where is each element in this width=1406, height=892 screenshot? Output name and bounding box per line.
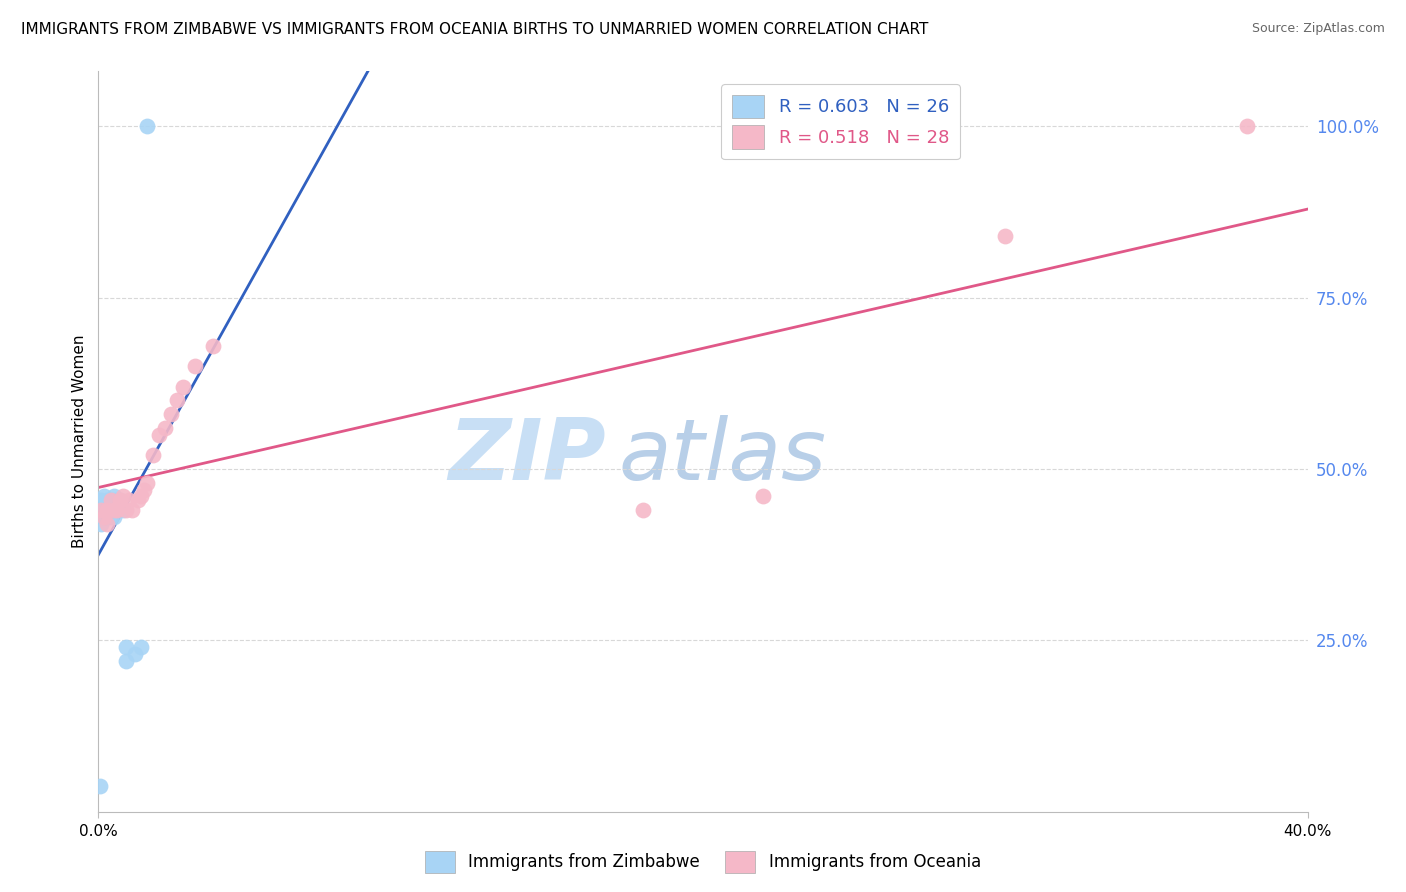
Point: [103, 503, 125, 517]
Point: [93, 510, 115, 524]
Point: [93, 510, 115, 524]
Y-axis label: Births to Unmarried Women: Births to Unmarried Women: [72, 334, 87, 549]
Point: [114, 503, 136, 517]
Point: [108, 492, 131, 507]
Point: [135, 119, 157, 133]
Point: [100, 492, 122, 507]
Point: [1236, 119, 1258, 133]
Point: [93, 489, 115, 503]
Point: [96, 503, 118, 517]
Point: [132, 483, 155, 497]
Point: [129, 489, 152, 503]
Point: [89, 779, 111, 793]
Point: [111, 489, 134, 503]
Legend: R = 0.603   N = 26, R = 0.518   N = 28: R = 0.603 N = 26, R = 0.518 N = 28: [721, 84, 960, 160]
Text: IMMIGRANTS FROM ZIMBABWE VS IMMIGRANTS FROM OCEANIA BIRTHS TO UNMARRIED WOMEN CO: IMMIGRANTS FROM ZIMBABWE VS IMMIGRANTS F…: [21, 22, 928, 37]
Point: [105, 492, 128, 507]
Point: [105, 503, 128, 517]
Point: [103, 492, 125, 507]
Point: [93, 503, 115, 517]
Point: [127, 492, 149, 507]
Point: [96, 516, 118, 531]
Point: [100, 510, 122, 524]
Text: Source: ZipAtlas.com: Source: ZipAtlas.com: [1251, 22, 1385, 36]
Point: [96, 492, 118, 507]
Point: [160, 407, 183, 421]
Point: [100, 492, 122, 507]
Point: [100, 503, 122, 517]
Point: [96, 510, 118, 524]
Point: [135, 475, 157, 490]
Point: [118, 492, 141, 507]
Point: [142, 448, 165, 462]
Point: [202, 338, 225, 352]
Point: [114, 654, 136, 668]
Point: [148, 427, 170, 442]
Point: [108, 492, 131, 507]
Point: [121, 503, 143, 517]
Point: [129, 640, 152, 655]
Point: [103, 503, 125, 517]
Point: [90, 492, 112, 507]
Point: [103, 510, 125, 524]
Point: [114, 640, 136, 655]
Point: [994, 228, 1017, 243]
Point: [90, 503, 112, 517]
Point: [752, 489, 775, 503]
Point: [90, 516, 112, 531]
Text: ZIP: ZIP: [449, 415, 606, 498]
Legend: Immigrants from Zimbabwe, Immigrants from Oceania: Immigrants from Zimbabwe, Immigrants fro…: [419, 845, 987, 880]
Point: [124, 647, 146, 661]
Point: [96, 503, 118, 517]
Point: [90, 503, 112, 517]
Point: [105, 503, 128, 517]
Point: [153, 421, 176, 435]
Point: [184, 359, 207, 373]
Point: [631, 503, 654, 517]
Point: [166, 393, 188, 408]
Point: [172, 380, 194, 394]
Text: atlas: atlas: [619, 415, 827, 498]
Point: [111, 503, 134, 517]
Point: [103, 489, 125, 503]
